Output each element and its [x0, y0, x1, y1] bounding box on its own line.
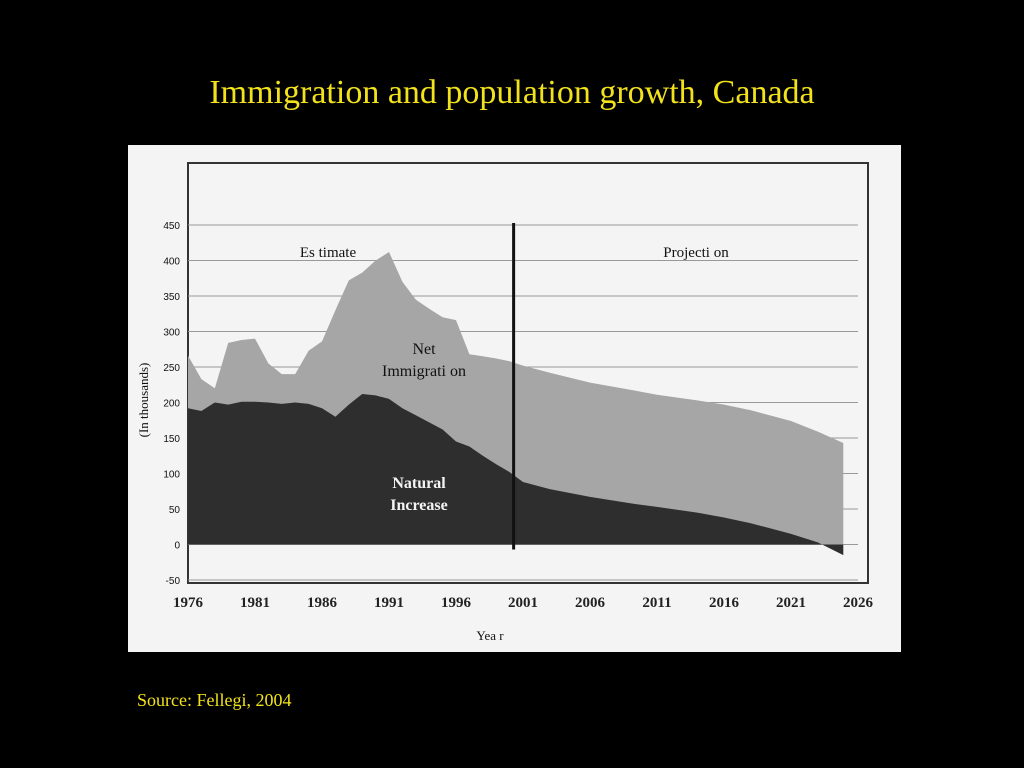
- y-tick-label: 100: [163, 470, 180, 481]
- x-axis-ticks: 1976 1981 1986 1991 1996 2001 2006 2011 2016 2021…: [173, 595, 874, 611]
- slide-title: Immigration and population growth, Canad…: [209, 74, 815, 111]
- y-tick-label: 450: [163, 221, 180, 232]
- y-axis-label: (In thousands): [136, 363, 151, 438]
- y-tick-label: 150: [163, 434, 180, 445]
- x-tick-label: 2016: [709, 595, 740, 611]
- source-note: Source: Fellegi, 2004: [137, 690, 292, 710]
- x-tick-label: 2021: [776, 595, 806, 611]
- x-tick-label: 1996: [441, 595, 472, 611]
- y-axis-ticks: 450 400 350 300 250 200 150 100 50 0 -50: [163, 221, 180, 587]
- x-tick-label: 1976: [173, 595, 204, 611]
- x-tick-label: 2011: [642, 595, 671, 611]
- x-tick-label: 1991: [374, 595, 404, 611]
- x-tick-label: 1981: [240, 595, 270, 611]
- stacked-areas: [188, 252, 844, 556]
- y-tick-label: 50: [169, 505, 181, 516]
- y-tick-label: 200: [163, 399, 180, 410]
- y-tick-label: 250: [163, 363, 180, 374]
- series-label-natural-increase: Natural Increase: [390, 475, 447, 514]
- series-area-natural-increase: [188, 394, 844, 556]
- y-tick-label: 300: [163, 328, 180, 339]
- x-tick-label: 1986: [307, 595, 338, 611]
- chart-panel: 450 400 350 300 250 200 150 100 50 0 -50 1976 1981 1…: [128, 145, 901, 652]
- x-axis-label: Yea r: [476, 628, 504, 643]
- x-tick-label: 2026: [843, 595, 874, 611]
- x-tick-label: 2006: [575, 595, 606, 611]
- y-tick-label: 0: [174, 541, 180, 552]
- y-tick-label: 350: [163, 292, 180, 303]
- y-tick-label: 400: [163, 257, 180, 268]
- x-tick-label: 2001: [508, 595, 538, 611]
- y-tick-label: -50: [166, 576, 181, 587]
- section-label-projection: Projecti on: [663, 245, 729, 261]
- section-label-estimate: Es timate: [300, 245, 357, 261]
- series-label-net-immigration: Net Immigrati on: [382, 341, 466, 380]
